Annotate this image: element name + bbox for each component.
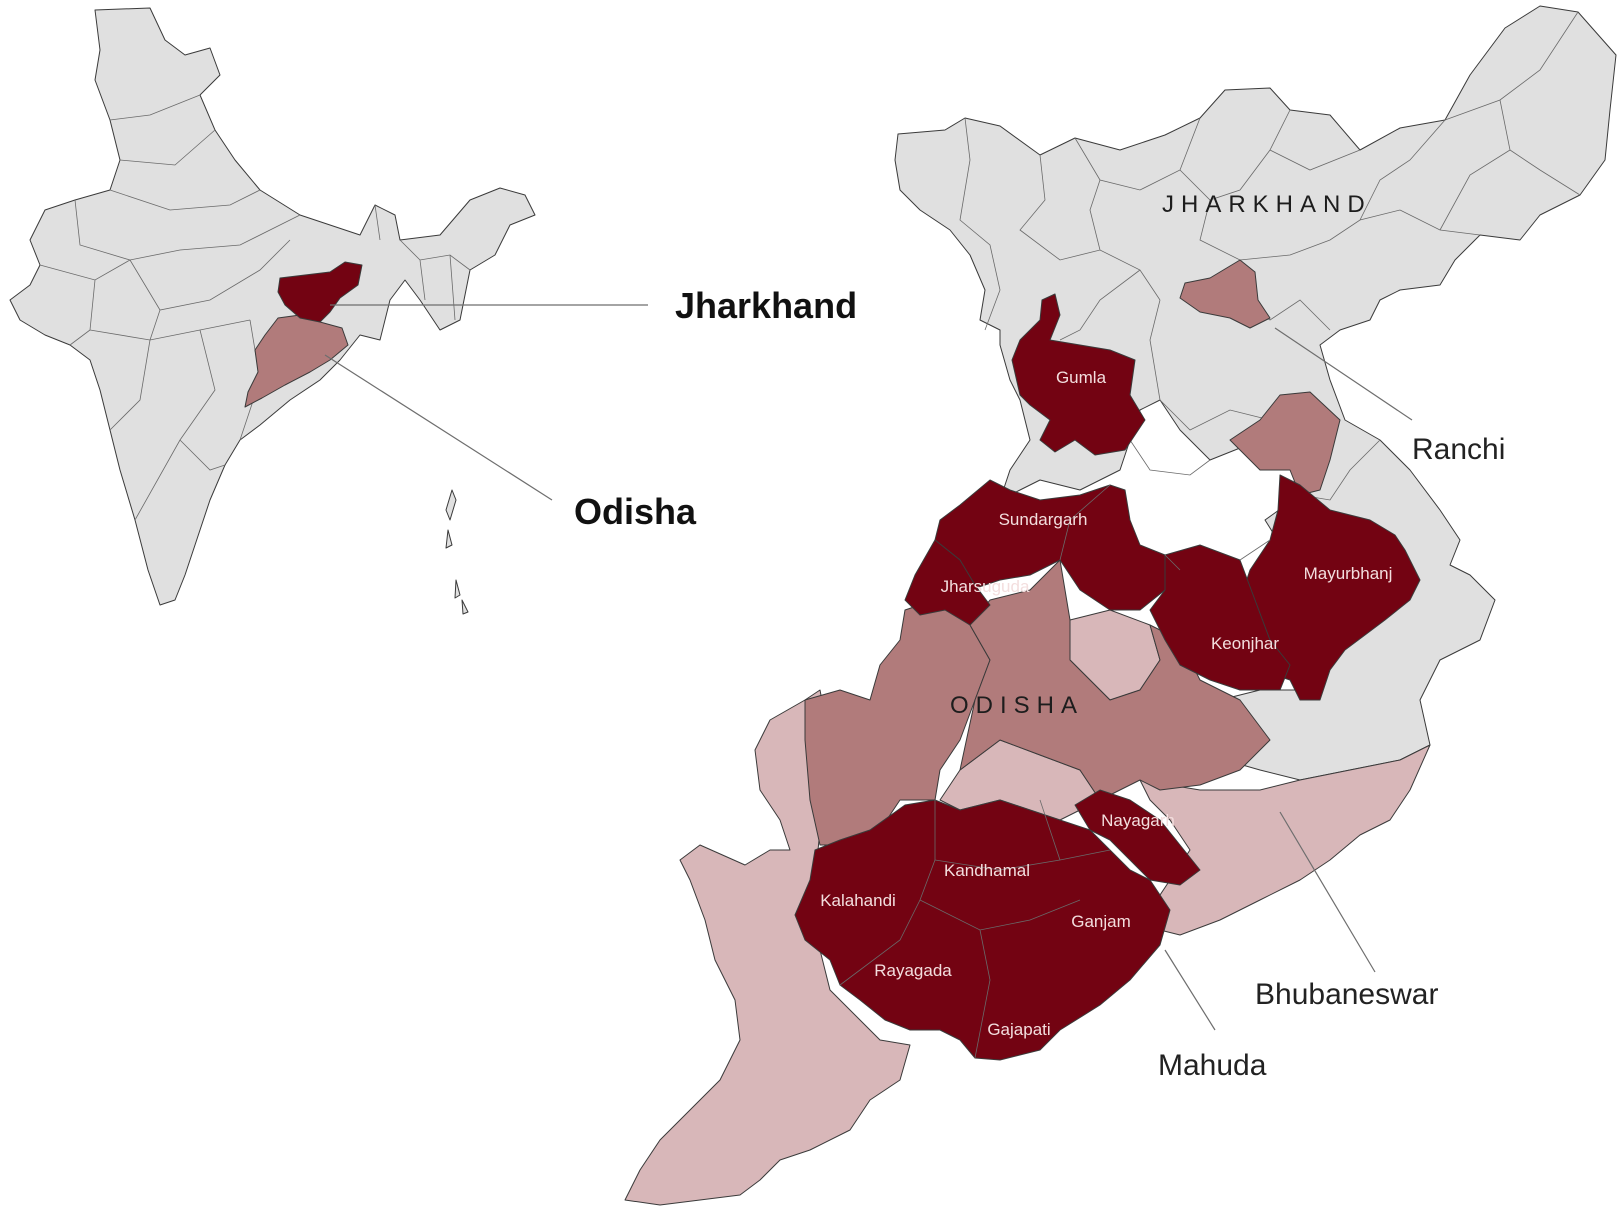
bhubaneswar-leader-line xyxy=(1279,811,1376,973)
district-keonjhar xyxy=(1149,544,1291,691)
northeast-borders xyxy=(374,204,471,321)
south-district-borders xyxy=(839,799,1111,1059)
inset-odisha xyxy=(244,314,349,408)
detail-map: Gumla Sundargarh Jharsuguda Mayurbhanj K… xyxy=(624,5,1617,1206)
label-gajapati: Gajapati xyxy=(987,1020,1050,1039)
inset-label-jharkhand: Jharkhand xyxy=(675,285,857,326)
jharkhand-medium-east xyxy=(1229,391,1341,496)
label-sundargarh: Sundargarh xyxy=(999,510,1088,529)
district-jharsuguda xyxy=(904,539,991,626)
andaman-islands xyxy=(445,489,469,615)
odisha-medium-center xyxy=(959,559,1271,801)
place-label-ranchi: Ranchi xyxy=(1412,433,1505,466)
label-keonjhar: Keonjhar xyxy=(1211,634,1279,653)
label-kandhamal: Kandhamal xyxy=(944,861,1030,880)
state-label-odisha: ODISHA xyxy=(950,692,1084,719)
mahuda-leader-line xyxy=(1164,949,1216,1031)
jharkhand-district-borders xyxy=(959,11,1581,501)
label-rayagada: Rayagada xyxy=(874,961,952,980)
inset-jharkhand xyxy=(277,261,363,323)
label-kalahandi: Kalahandi xyxy=(820,891,896,910)
place-label-bhubaneswar: Bhubaneswar xyxy=(1255,978,1438,1011)
district-group-south xyxy=(794,799,1171,1061)
label-gumla: Gumla xyxy=(1056,368,1107,387)
north-district-borders xyxy=(1059,484,1271,571)
india-outline xyxy=(9,7,536,606)
india-inset-map: Jharkhand Odisha xyxy=(9,7,857,615)
state-label-jharkhand: JHARKHAND xyxy=(1162,191,1372,218)
label-nayagarh: Nayagarh xyxy=(1101,811,1175,830)
inset-label-odisha: Odisha xyxy=(574,491,697,532)
place-label-mahuda: Mahuda xyxy=(1158,1049,1267,1082)
ranchi-area xyxy=(1179,259,1271,329)
odisha-leader-line xyxy=(324,354,553,501)
label-mayurbhanj: Mayurbhanj xyxy=(1304,564,1393,583)
label-ganjam: Ganjam xyxy=(1071,912,1131,931)
district-gumla xyxy=(1011,293,1146,456)
ranchi-leader-line xyxy=(1274,327,1413,421)
label-jharsuguda: Jharsuguda xyxy=(941,577,1030,596)
district-nayagarh xyxy=(1074,789,1201,886)
